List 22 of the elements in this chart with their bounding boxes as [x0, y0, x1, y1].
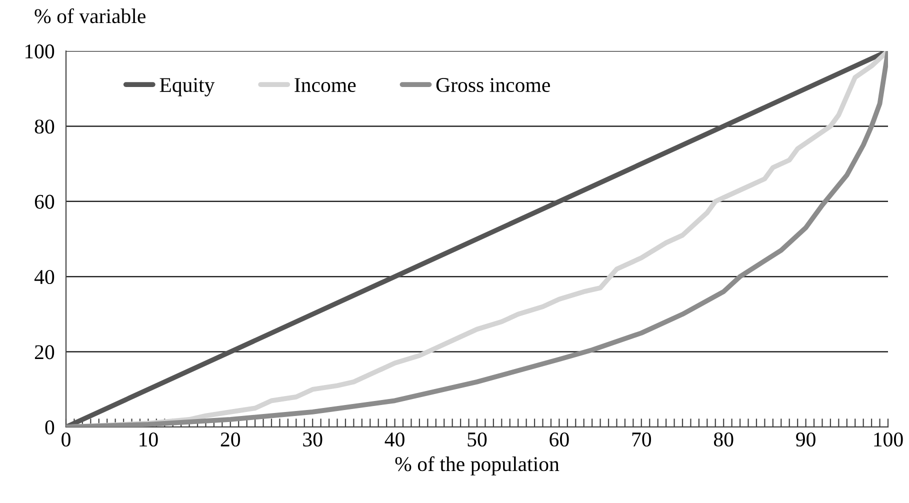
legend-label: Equity: [160, 78, 215, 96]
x-tick-label: 70: [632, 432, 652, 447]
x-tick-label: 20: [220, 432, 240, 447]
x-tick-label: 10: [140, 432, 158, 447]
legend-label: Income: [294, 78, 356, 92]
x-tick-label: 100: [874, 432, 903, 447]
y-tick-label: 60: [34, 194, 54, 209]
x-tick-label: 60: [550, 432, 569, 447]
x-tick-label: 90: [796, 432, 816, 447]
x-axis-title: % of the population: [395, 456, 560, 476]
x-tick-label: 80: [714, 432, 734, 447]
y-tick-label: 0: [45, 420, 54, 434]
y-tick-label: 40: [34, 270, 54, 284]
y-axis-title: % of variable: [34, 8, 146, 24]
y-tick-label: 100: [25, 44, 54, 58]
legend-label: Gross income: [436, 78, 550, 92]
x-tick-label: 50: [468, 432, 487, 447]
x-tick-label: 0: [62, 432, 70, 447]
x-tick-label: 30: [303, 432, 322, 447]
y-tick-label: 80: [34, 120, 54, 134]
y-tick-label: 20: [34, 345, 54, 360]
x-tick-label: 40: [384, 432, 404, 447]
